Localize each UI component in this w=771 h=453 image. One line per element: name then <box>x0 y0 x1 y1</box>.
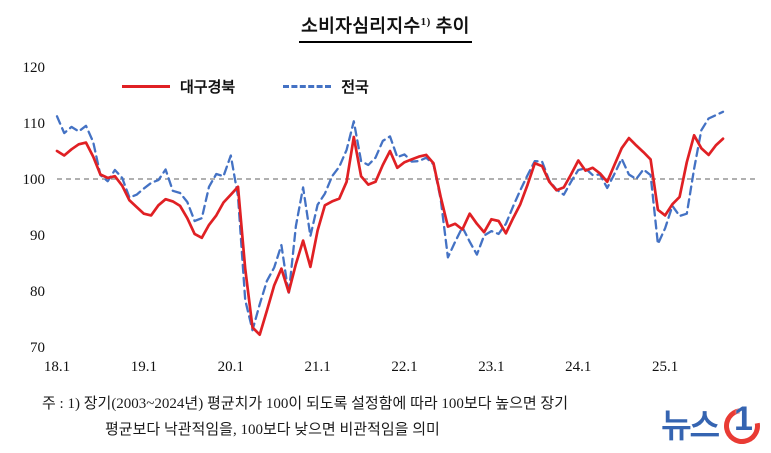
y-tick-label: 110 <box>23 116 45 132</box>
chart-area: 70 80 90 100 110 120 18.1 19.1 20.1 21.1 22.1 23.1 2… <box>0 46 771 394</box>
y-tick-label: 90 <box>30 228 45 244</box>
legend-item-national: 전국 <box>283 76 369 97</box>
series-line-national <box>55 110 725 332</box>
footnote-line-1: 주 : 1) 장기(2003~2024년) 평균치가 100이 되도록 설정함에… <box>42 396 569 412</box>
legend-label-national: 전국 <box>341 80 369 96</box>
footnote-line-2: 평균보다 낙관적임을, 100보다 낮으면 비관적임을 의미 <box>105 421 440 438</box>
x-tick-label: 20.1 <box>218 359 244 375</box>
x-tick-label: 18.1 <box>44 359 70 375</box>
chart-footnote: 주 : 1) 장기(2003~2024년) 평균치가 100이 되도록 설정함에… <box>42 392 568 443</box>
chart-title-main: 소비자심리지수 <box>301 16 421 36</box>
legend-label-daegu: 대구경북 <box>180 80 236 96</box>
news1-one-glyph: 1 <box>734 400 753 438</box>
chart-title-footnote-marker: 1) <box>420 16 431 28</box>
legend-item-daegu-gyeongbuk: 대구경북 <box>122 76 235 97</box>
x-tick-label: 22.1 <box>391 359 417 375</box>
news1-watermark-text: 뉴스 <box>661 407 720 444</box>
y-tick-label: 100 <box>23 172 46 188</box>
y-tick-label: 70 <box>30 340 45 356</box>
y-tick-label: 120 <box>23 60 46 76</box>
legend-line-sample-daegu <box>122 85 170 88</box>
news1-logo-mark: 1 <box>716 400 768 452</box>
series-line-daegu-gyeongbuk <box>55 133 725 337</box>
x-tick-label: 21.1 <box>305 359 331 375</box>
consumer-sentiment-line-chart: 70 80 90 100 110 120 18.1 19.1 20.1 21.1 22.1 23.1 2… <box>23 60 755 375</box>
x-tick-label: 19.1 <box>131 359 157 375</box>
x-tick-label: 25.1 <box>652 359 678 375</box>
news1-watermark: 뉴스 1 <box>661 399 768 452</box>
legend-line-sample-national <box>283 85 332 88</box>
chart-legend: 대구경북 전국 <box>122 76 369 97</box>
y-tick-label: 80 <box>30 284 45 300</box>
chart-title-suffix: 추이 <box>430 16 470 36</box>
x-tick-label: 23.1 <box>478 359 504 375</box>
x-tick-label: 24.1 <box>565 359 591 375</box>
chart-title: 소비자심리지수1) 추이 <box>299 12 472 43</box>
page-title: 소비자심리지수1) 추이 <box>0 12 771 43</box>
